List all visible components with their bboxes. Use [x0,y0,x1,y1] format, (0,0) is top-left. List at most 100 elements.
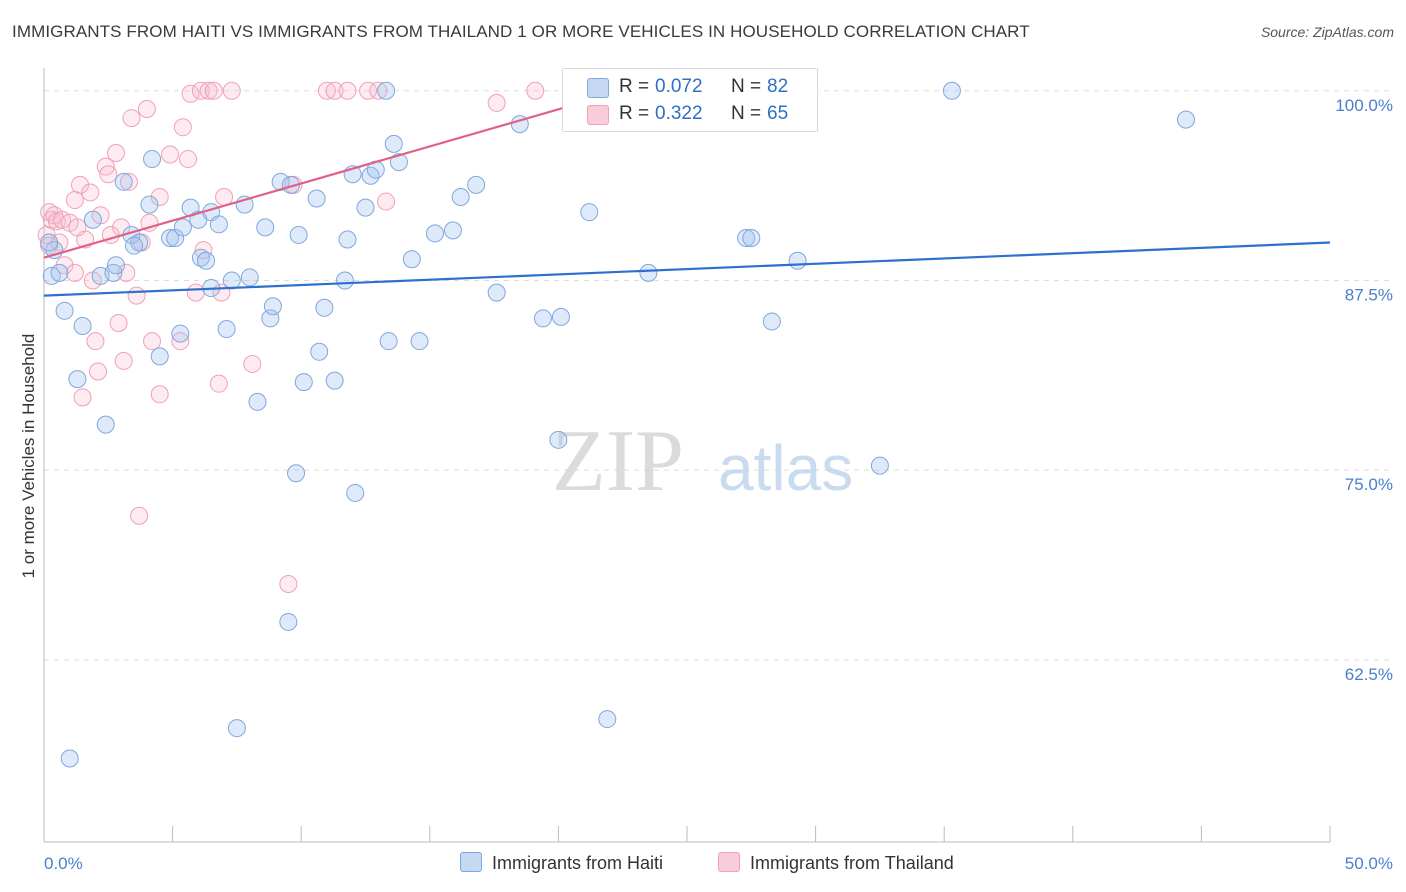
legend-haiti-swatch [460,852,482,872]
haiti-point [287,464,306,483]
haiti-point [130,233,149,252]
haiti-point [294,373,313,392]
thailand-point [526,81,545,100]
thailand-point [119,172,138,191]
haiti-point [551,307,570,326]
thailand-point [68,218,87,237]
thailand-point [107,143,126,162]
legend-thailand-label: Immigrants from Thailand [750,853,954,873]
x-tick-label-min: 0.0% [44,854,83,873]
haiti-point [487,283,506,302]
haiti-point [248,392,267,411]
haiti-r-label: R = [619,76,650,97]
thailand-point [487,93,506,112]
haiti-point [150,347,169,366]
thailand-point [114,351,133,370]
haiti-point [379,332,398,351]
thailand-point [179,150,198,169]
haiti-point [143,150,162,169]
thailand-point [150,385,169,404]
haiti-point [166,228,185,247]
haiti-point [114,172,133,191]
thailand-point [173,118,192,137]
haiti-point [402,250,421,269]
thailand-point [86,332,105,351]
haiti-point [256,218,275,237]
legend-haiti-label: Immigrants from Haiti [492,853,664,873]
haiti-point [356,198,375,217]
x-tick-label-max: 50.0% [1345,854,1393,873]
thailand-point [359,81,378,100]
grid-lines [44,90,1392,661]
haiti-swatch [587,78,609,98]
thailand-point [171,332,190,351]
haiti-point [68,370,87,389]
thailand-point [127,286,146,305]
haiti-point [443,221,462,240]
haiti-point [197,251,216,270]
haiti-point [346,483,365,502]
thailand-point [186,283,205,302]
thailand-point [117,263,136,282]
haiti-point [384,134,403,153]
haiti-point [325,371,344,390]
haiti-point [425,224,444,243]
haiti-point [870,456,889,475]
haiti-point [55,301,74,320]
thailand-point [325,81,344,100]
haiti-point [240,268,259,287]
haiti-r-value: 0.072 [655,76,703,97]
haiti-point [222,271,241,290]
thailand-point [317,81,336,100]
haiti-point [310,342,329,361]
haiti-point [263,297,282,316]
haiti-point [227,719,246,738]
thailand-point [209,374,228,393]
thailand-point [204,81,223,100]
source-note: Source: ZipAtlas.com [1260,24,1394,40]
haiti-point [335,271,354,290]
thailand-point [71,175,90,194]
haiti-point [762,312,781,331]
thailand-point [222,81,241,100]
thailand-trend-line [43,89,624,259]
haiti-point [467,175,486,194]
haiti-point [96,415,115,434]
haiti-point [315,298,334,317]
tick-labels: 62.5% 75.0% 87.5% 100.0% 0.0% 50.0% [44,96,1393,873]
haiti-point [788,251,807,270]
thailand-point [65,191,84,210]
thailand-point [181,84,200,103]
thailand-point [191,81,210,100]
haiti-point [40,233,59,252]
correlation-legend: R = 0.072 N = 82 R = 0.322 N = 65 [562,68,818,132]
haiti-points [40,81,1195,768]
haiti-point [83,210,102,229]
thailand-point [377,192,396,211]
chart-title: IMMIGRANTS FROM HAITI VS IMMIGRANTS FROM… [12,22,1030,41]
thailand-point [73,388,92,407]
haiti-point [279,612,298,631]
trend-lines [43,89,1331,297]
haiti-point [60,749,79,768]
thailand-n-label: N = [731,103,762,124]
thailand-point [137,99,156,118]
haiti-point [289,225,308,244]
thailand-point [194,241,213,260]
haiti-point [125,236,144,255]
thailand-point [243,354,262,373]
thailand-swatch [587,105,609,125]
haiti-point [50,263,69,282]
haiti-point [410,332,429,351]
y-tick-label: 62.5% [1345,665,1393,684]
thailand-point [65,263,84,282]
legend-haiti: Immigrants from Haiti [460,852,663,874]
axes [43,68,1331,843]
haiti-point [107,256,126,275]
thailand-n-value: 65 [767,103,789,124]
haiti-n-value: 82 [767,76,789,97]
thailand-points [37,81,614,593]
haiti-point [737,228,756,247]
y-tick-label: 75.0% [1345,475,1393,494]
